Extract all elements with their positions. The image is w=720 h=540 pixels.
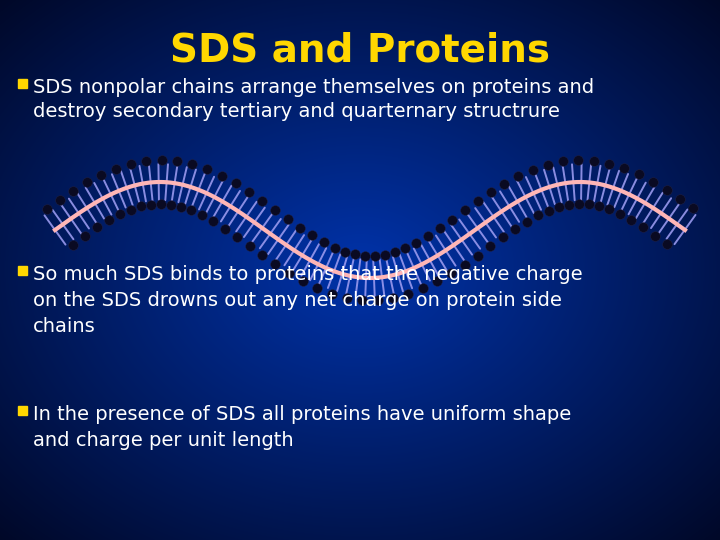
Text: In the presence of SDS all proteins have uniform shape
and charge per unit lengt: In the presence of SDS all proteins have… bbox=[33, 405, 571, 450]
Bar bbox=[18, 266, 27, 275]
Text: So much SDS binds to proteins that the negative charge
on the SDS drowns out any: So much SDS binds to proteins that the n… bbox=[33, 265, 582, 335]
Text: destroy secondary tertiary and quarternary structrure: destroy secondary tertiary and quarterna… bbox=[33, 102, 560, 121]
Text: SDS nonpolar chains arrange themselves on proteins and: SDS nonpolar chains arrange themselves o… bbox=[33, 78, 594, 97]
Bar bbox=[18, 406, 27, 415]
Text: SDS and Proteins: SDS and Proteins bbox=[170, 32, 550, 70]
Bar bbox=[18, 79, 27, 88]
